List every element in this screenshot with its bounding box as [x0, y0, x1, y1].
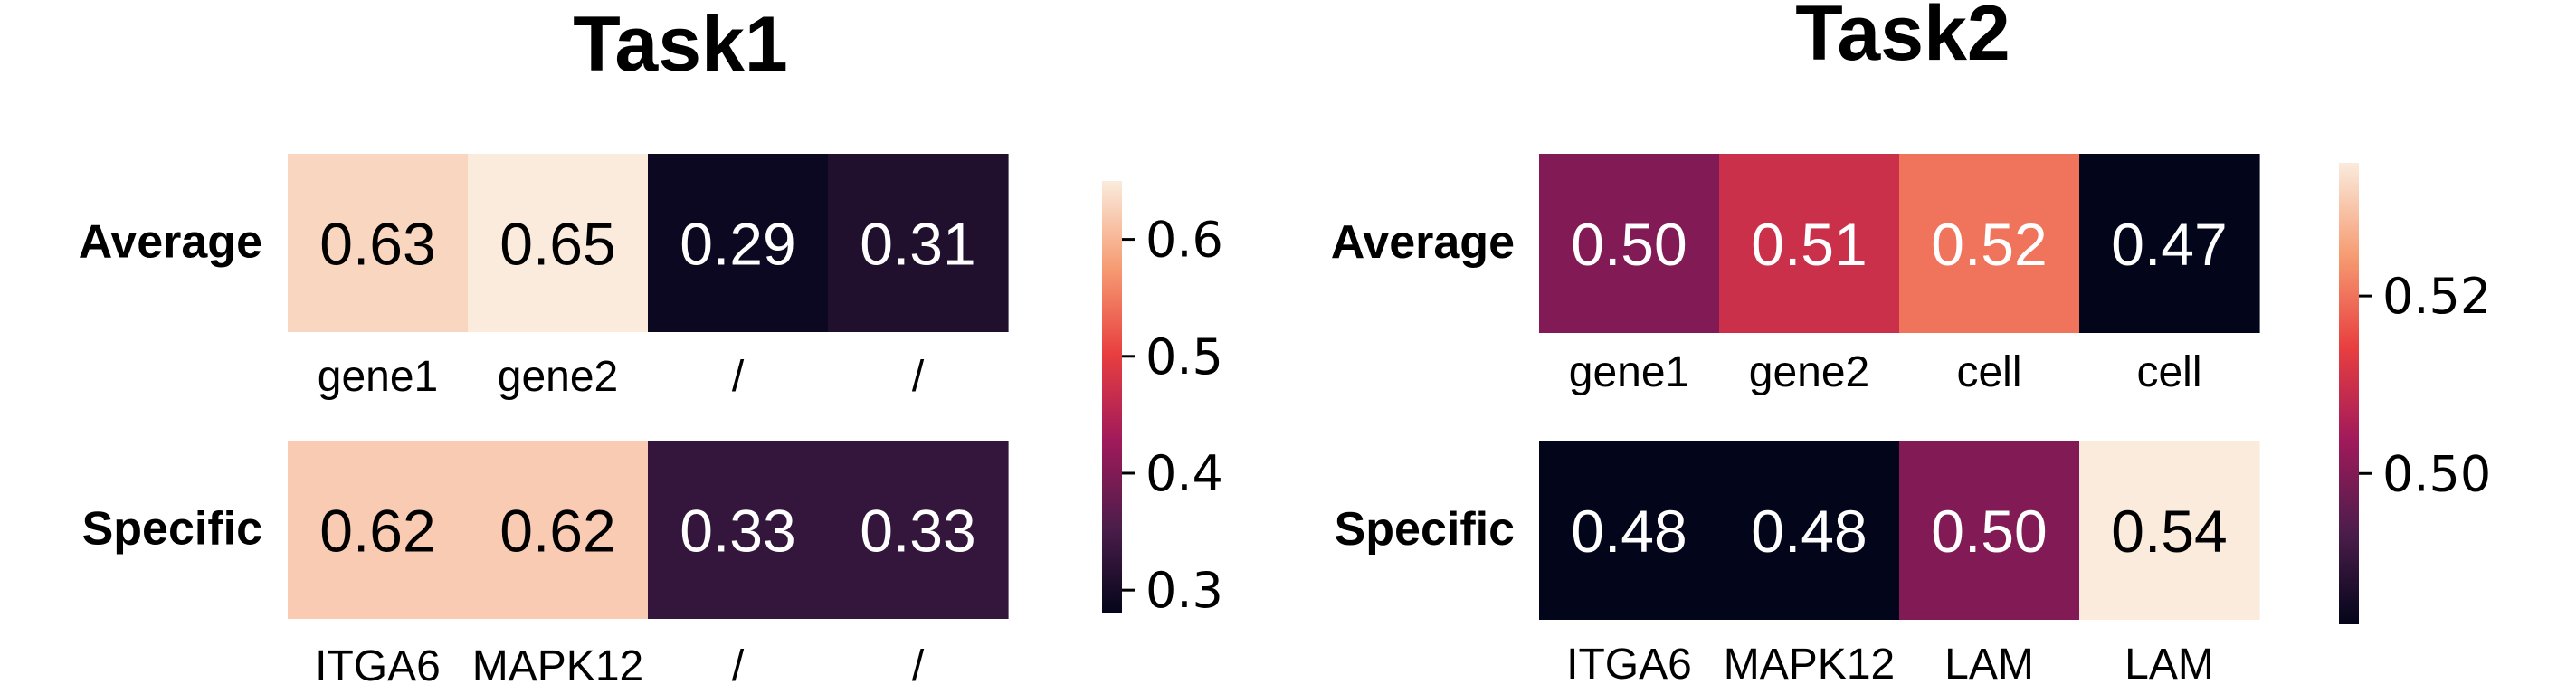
heatmap-cell	[828, 441, 1009, 619]
heatmap-cell	[468, 154, 649, 332]
heatmap-cell	[648, 154, 829, 332]
colorbar-tick-label: 0.50	[2382, 445, 2491, 502]
chart-title: Task1	[573, 1, 787, 88]
cell-value-label: 0.48	[1751, 498, 1867, 565]
column-label: ITGA6	[315, 642, 441, 690]
heatmap-cell	[648, 441, 829, 619]
row-label: Specific	[82, 503, 262, 556]
colorbar-tick-label: 0.5	[1145, 328, 1223, 385]
cell-value-label: 0.48	[1571, 498, 1687, 565]
heatmap-cell	[2079, 441, 2260, 620]
cell-value-label: 0.62	[499, 498, 615, 565]
heatmap-cell	[1719, 441, 1900, 620]
heatmap-cell	[1539, 441, 1720, 620]
row-label: Specific	[1335, 503, 1515, 556]
column-label: gene2	[1749, 348, 1869, 396]
heatmap-cell	[828, 154, 1009, 332]
row-label: Average	[79, 216, 262, 269]
column-label: gene2	[498, 353, 618, 401]
column-label: MAPK12	[1724, 641, 1895, 689]
column-label: LAM	[2124, 641, 2214, 689]
column-label: cell	[1956, 348, 2021, 396]
colorbar-tick-label: 0.3	[1145, 562, 1223, 619]
column-label: LAM	[1944, 641, 2034, 689]
column-label: /	[912, 642, 925, 690]
column-label: gene1	[1569, 348, 1689, 396]
task2-panel: Task2 Average 0.50 gene1 0.51 gene2 0.52 cell 0.…	[1331, 0, 2492, 689]
colorbar	[1102, 181, 1122, 613]
cell-value-label: 0.51	[1751, 211, 1867, 278]
cell-value-label: 0.47	[2111, 211, 2227, 278]
cell-value-label: 0.52	[1931, 211, 2047, 278]
colorbar	[2339, 163, 2359, 624]
cell-value-label: 0.63	[319, 211, 435, 278]
cell-value-label: 0.54	[2111, 498, 2227, 565]
colorbar-tick-label: 0.52	[2382, 268, 2491, 325]
cell-value-label: 0.31	[860, 211, 975, 278]
cell-value-label: 0.29	[680, 211, 795, 278]
column-label: /	[732, 642, 745, 690]
heatmap-cell	[288, 154, 469, 332]
heatmap-cell	[288, 441, 469, 619]
cell-value-label: 0.50	[1571, 211, 1687, 278]
task1-panel: Task1 Average 0.63 gene1 0.65 gene2 0.29 / 0.31 /…	[79, 1, 1223, 690]
column-label: ITGA6	[1566, 641, 1692, 689]
heatmap-cell	[468, 441, 649, 619]
colorbar-tick-label: 0.6	[1145, 212, 1223, 269]
cell-value-label: 0.65	[499, 211, 615, 278]
column-label: cell	[2136, 348, 2201, 396]
column-label: MAPK12	[472, 642, 643, 690]
column-label: gene1	[318, 353, 438, 401]
column-label: /	[912, 353, 925, 401]
colorbar-tick-label: 0.4	[1145, 445, 1223, 502]
chart-title: Task2	[1795, 0, 2010, 77]
cell-value-label: 0.50	[1931, 498, 2047, 565]
column-label: /	[732, 353, 745, 401]
cell-value-label: 0.33	[680, 498, 795, 565]
row-label: Average	[1331, 216, 1515, 269]
cell-value-label: 0.33	[860, 498, 975, 565]
heatmap-cell	[1719, 154, 1900, 333]
cell-value-label: 0.62	[319, 498, 435, 565]
heatmap-cell	[2079, 154, 2260, 333]
heatmap-cell	[1539, 154, 1720, 333]
heatmap-cell	[1899, 441, 2080, 620]
heatmap-cell	[1899, 154, 2080, 333]
